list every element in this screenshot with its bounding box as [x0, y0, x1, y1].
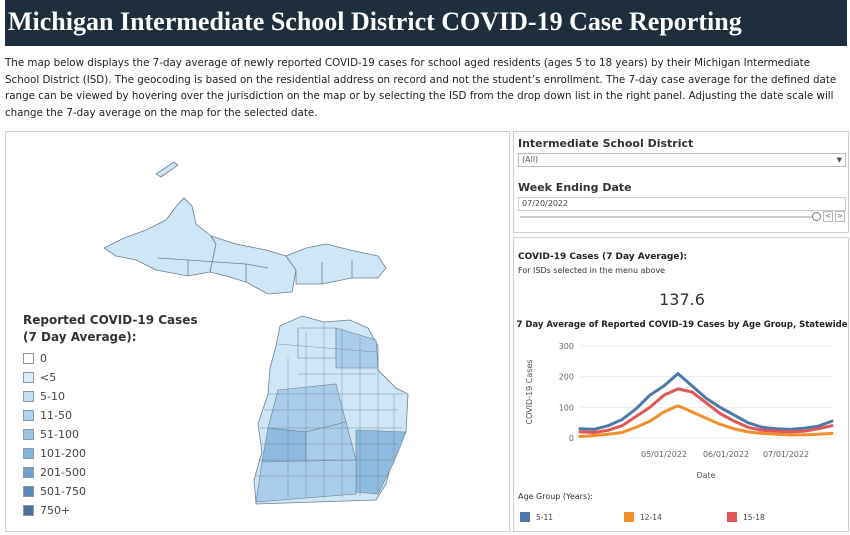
- series-line-5-11[interactable]: [578, 372, 834, 431]
- legend-label: 0: [40, 352, 47, 365]
- legend-swatch: [23, 372, 34, 383]
- legend-label: 101-200: [40, 447, 86, 460]
- legend-title: Reported COVID-19 Cases (7 Day Average):: [23, 313, 198, 344]
- slider-next-button[interactable]: >: [835, 211, 845, 222]
- y-tick-label: 0: [569, 434, 574, 443]
- legend-item[interactable]: 11-50: [23, 406, 198, 425]
- y-tick-label: 200: [559, 373, 574, 382]
- cases-panel-title: COVID-19 Cases (7 Day Average):: [518, 252, 688, 262]
- map-region-lp-southeast[interactable]: [355, 429, 407, 495]
- isd-filter-label: Intermediate School District: [518, 137, 694, 150]
- isd-dropdown[interactable]: (All) ▼: [518, 153, 846, 167]
- week-filter-label: Week Ending Date: [518, 181, 632, 194]
- legend-item[interactable]: 5-10: [23, 387, 198, 406]
- cases-average-value: 137.6: [659, 290, 705, 309]
- legend-swatch: [23, 505, 34, 516]
- y-tick-label: 100: [559, 403, 574, 412]
- series-line-12-14[interactable]: [578, 404, 834, 438]
- age-group-legend-item[interactable]: 5-11: [520, 512, 553, 522]
- legend-item[interactable]: 51-100: [23, 425, 198, 444]
- age-group-legend-item[interactable]: 12-14: [624, 512, 662, 522]
- legend-item[interactable]: 0: [23, 349, 198, 368]
- map-region-lp-west[interactable]: [261, 427, 307, 465]
- legend-item[interactable]: 101-200: [23, 444, 198, 463]
- legend-swatch: [23, 448, 34, 459]
- date-slider-track[interactable]: [520, 216, 818, 218]
- legend-item[interactable]: 501-750: [23, 482, 198, 501]
- series-line-15-18[interactable]: [578, 387, 834, 434]
- map-legend: Reported COVID-19 Cases (7 Day Average):…: [23, 312, 198, 520]
- age-group-swatch: [727, 512, 737, 522]
- intro-paragraph: The map below displays the 7-day average…: [5, 57, 837, 119]
- map-region-isle-royale[interactable]: [155, 161, 179, 178]
- michigan-isd-map[interactable]: [6, 132, 511, 533]
- header-bar: Michigan Intermediate School District CO…: [5, 0, 847, 46]
- chevron-down-icon: ▼: [836, 156, 842, 164]
- legend-label: 51-100: [40, 428, 79, 441]
- x-tick-label: 06/01/2022: [703, 450, 749, 459]
- isd-dropdown-value: (All): [522, 155, 539, 164]
- cases-chart-panel: COVID-19 Cases (7 Day Average): For ISDs…: [513, 237, 849, 532]
- map-panel: Reported COVID-19 Cases (7 Day Average):…: [5, 131, 510, 532]
- map-region-upper-peninsula-west[interactable]: [103, 197, 217, 277]
- age-group-label: 12-14: [640, 512, 662, 522]
- age-group-label: 5-11: [536, 512, 554, 522]
- age-group-legend-item[interactable]: 15-18: [727, 512, 765, 522]
- map-region-lp-north[interactable]: [297, 327, 337, 359]
- legend-label: 11-50: [40, 409, 72, 422]
- legend-swatch: [23, 353, 34, 364]
- legend-label: 750+: [40, 504, 71, 517]
- legend-item[interactable]: 750+: [23, 501, 198, 520]
- filter-panel: Intermediate School District (All) ▼ Wee…: [513, 131, 849, 233]
- legend-label: 201-500: [40, 466, 86, 479]
- legend-swatch: [23, 486, 34, 497]
- age-group-legend-title: Age Group (Years):: [518, 492, 593, 501]
- legend-swatch: [23, 391, 34, 402]
- x-tick-label: 05/01/2022: [641, 450, 687, 459]
- legend-label: <5: [40, 371, 57, 384]
- age-group-swatch: [624, 512, 634, 522]
- x-axis-label: Date: [696, 471, 715, 480]
- y-tick-label: 300: [559, 342, 574, 351]
- chart-title: 7 Day Average of Reported COVID-19 Cases…: [516, 320, 848, 330]
- map-region-upper-peninsula-east[interactable]: [285, 243, 387, 285]
- legend-swatch: [23, 429, 34, 440]
- cases-panel-subtitle: For ISDs selected in the menu above: [518, 266, 666, 275]
- page-title: Michigan Intermediate School District CO…: [8, 7, 742, 36]
- y-axis-label: COVID-19 Cases: [525, 359, 534, 424]
- legend-swatch: [23, 467, 34, 478]
- age-group-line-chart[interactable]: 0 100 200 300 05/01/2022 06/01/2022 07/01/2022…: [514, 238, 850, 488]
- legend-label: 501-750: [40, 485, 86, 498]
- legend-item[interactable]: <5: [23, 368, 198, 387]
- legend-label: 5-10: [40, 390, 65, 403]
- week-ending-date-input[interactable]: 07/20/2022: [518, 197, 846, 211]
- legend-swatch: [23, 410, 34, 421]
- slider-prev-button[interactable]: <: [823, 211, 833, 222]
- age-group-label: 15-18: [743, 512, 765, 522]
- age-group-swatch: [520, 512, 530, 522]
- x-tick-label: 07/01/2022: [763, 450, 809, 459]
- legend-item[interactable]: 201-500: [23, 463, 198, 482]
- date-slider-handle[interactable]: [812, 212, 821, 221]
